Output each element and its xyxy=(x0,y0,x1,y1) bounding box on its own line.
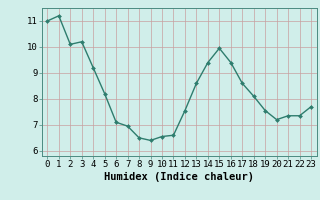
X-axis label: Humidex (Indice chaleur): Humidex (Indice chaleur) xyxy=(104,172,254,182)
